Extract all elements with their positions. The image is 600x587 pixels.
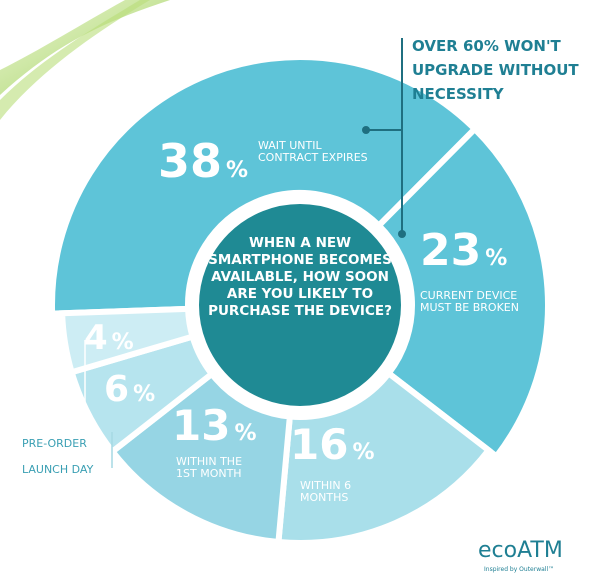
value: 23 [420, 225, 482, 276]
logo: ecoATM [478, 538, 563, 563]
category-label: PRE-ORDER [22, 437, 87, 450]
value: 38 [158, 134, 223, 188]
wedge [374, 124, 551, 461]
note-dot [362, 126, 370, 134]
value-label: 13% [172, 403, 257, 457]
value-label: 4% [84, 315, 134, 366]
unit: % [111, 330, 134, 355]
value: 4 [84, 318, 108, 358]
category-label: LAUNCH DAY [22, 463, 94, 476]
value-label: 38% [158, 138, 248, 194]
unit: % [234, 421, 257, 446]
category-label: WITHIN 6 MONTHS [300, 479, 352, 504]
category-label: WITHIN THE 1ST MONTH [176, 455, 243, 480]
center-question: WHEN A NEW SMARTPHONE BECOMES AVAILABLE,… [208, 235, 392, 319]
value-label: 6% [104, 367, 155, 418]
value-label: 16% [290, 422, 375, 476]
unit: % [226, 158, 249, 183]
category-label: CURRENT DEVICE MUST BE BROKEN [420, 289, 519, 314]
value: 16 [290, 420, 349, 469]
value-label: 23% [420, 228, 507, 282]
wedges [49, 54, 551, 546]
category-label: WAIT UNTIL CONTRACT EXPIRES [258, 139, 368, 164]
annotation: OVER 60% WON'T UPGRADE WITHOUT NECESSITY [412, 37, 579, 103]
wedge [275, 369, 493, 546]
wedge [108, 369, 294, 546]
value: 6 [104, 369, 130, 410]
center-circle [193, 198, 407, 412]
tagline: Inspired by Outerwall™ [484, 566, 555, 573]
wedge [59, 305, 197, 376]
unit: % [485, 246, 508, 271]
unit: % [133, 382, 156, 407]
note-dot [398, 230, 406, 238]
wedge [49, 54, 479, 317]
value: 13 [172, 401, 231, 450]
unit: % [352, 440, 375, 465]
